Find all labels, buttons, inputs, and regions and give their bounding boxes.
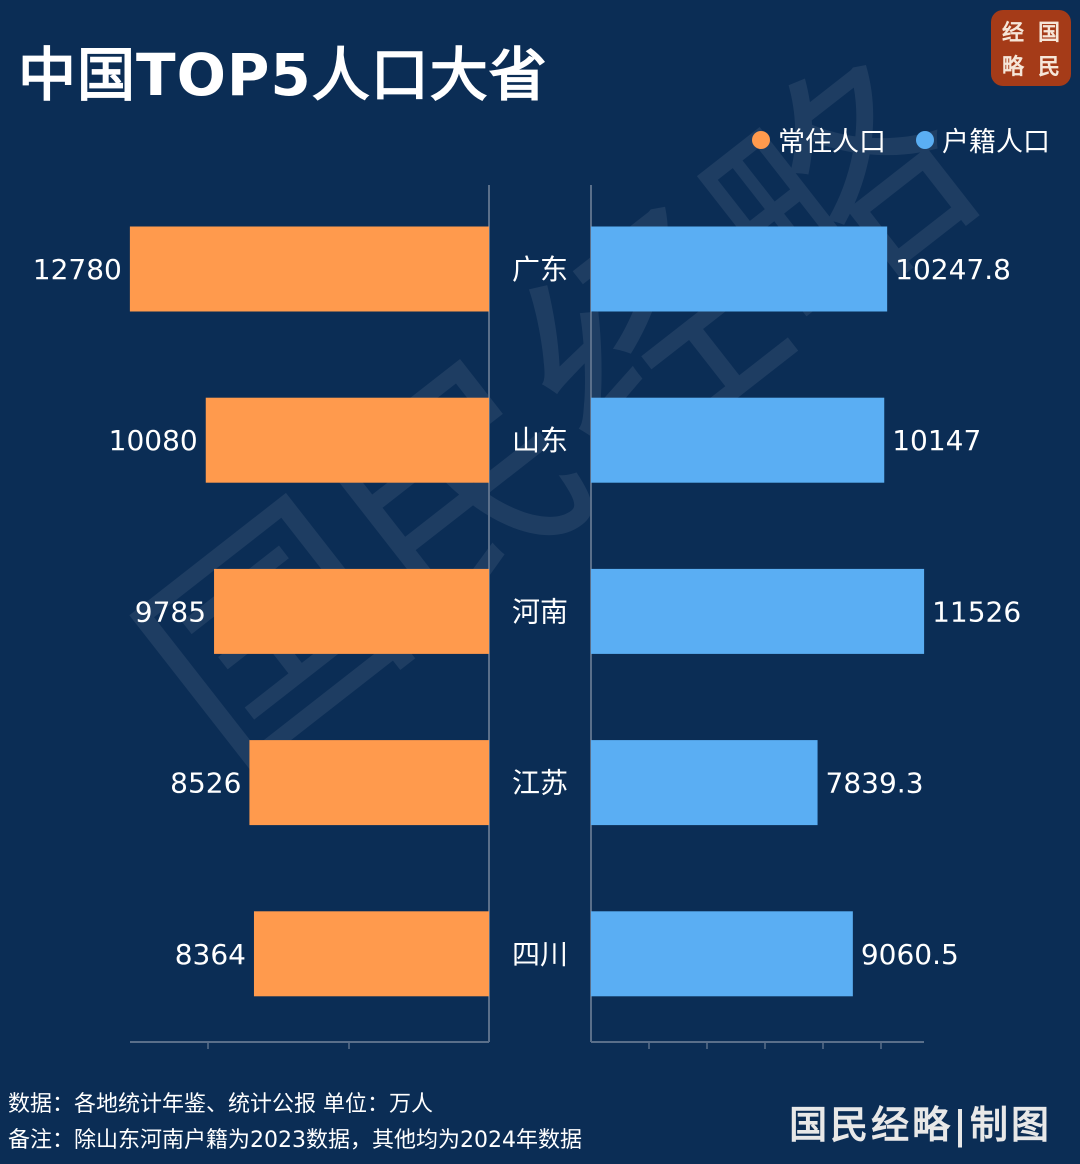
value-label-resident: 8526 (170, 767, 241, 800)
logo: 经 国 略 民 (991, 10, 1071, 86)
logo-char: 经 (1001, 20, 1024, 46)
credit: 国民经略|制图 (789, 1102, 1052, 1147)
category-label: 山东 (512, 424, 568, 457)
bar-resident-河南 (214, 568, 489, 654)
value-label-resident: 9785 (135, 595, 206, 628)
value-label-registered: 7839.3 (826, 767, 924, 800)
bar-registered-河南 (591, 568, 925, 654)
bar-registered-江苏 (591, 740, 818, 826)
category-label: 四川 (512, 938, 568, 971)
legend-dot (752, 130, 770, 149)
source-text: 数据：各地统计年鉴、统计公报 单位：万人 (8, 1092, 433, 1117)
bar-resident-四川 (253, 911, 489, 997)
bar-resident-江苏 (249, 740, 489, 826)
value-label-registered: 10147 (892, 424, 981, 457)
logo-char: 民 (1037, 54, 1060, 80)
legend-item-resident: 常住人口 (752, 120, 886, 159)
legend-label: 户籍人口 (942, 127, 1050, 158)
category-label: 广东 (512, 253, 568, 286)
bar-registered-广东 (591, 226, 888, 312)
logo-char: 略 (1001, 54, 1024, 80)
category-label: 江苏 (512, 767, 568, 800)
value-label-registered: 11526 (932, 595, 1021, 628)
legend: 常住人口 户籍人口 (752, 120, 1050, 159)
logo-char: 国 (1037, 20, 1060, 46)
bar-registered-山东 (591, 397, 885, 483)
bar-resident-山东 (205, 397, 489, 483)
value-label-registered: 10247.8 (895, 253, 1011, 286)
category-label: 河南 (512, 595, 568, 628)
value-label-resident: 8364 (175, 938, 246, 971)
page-title: 中国TOP5人口大省 (18, 41, 548, 109)
bar-resident-广东 (129, 226, 489, 312)
legend-item-registered: 户籍人口 (916, 120, 1050, 159)
value-label-resident: 12780 (33, 253, 122, 286)
legend-label: 常住人口 (778, 127, 886, 158)
value-label-registered: 9060.5 (861, 938, 959, 971)
note-text: 备注：除山东河南户籍为2023数据，其他均为2024年数据 (8, 1128, 582, 1153)
legend-dot (916, 130, 934, 149)
value-label-resident: 10080 (109, 424, 198, 457)
bar-registered-四川 (591, 911, 853, 997)
